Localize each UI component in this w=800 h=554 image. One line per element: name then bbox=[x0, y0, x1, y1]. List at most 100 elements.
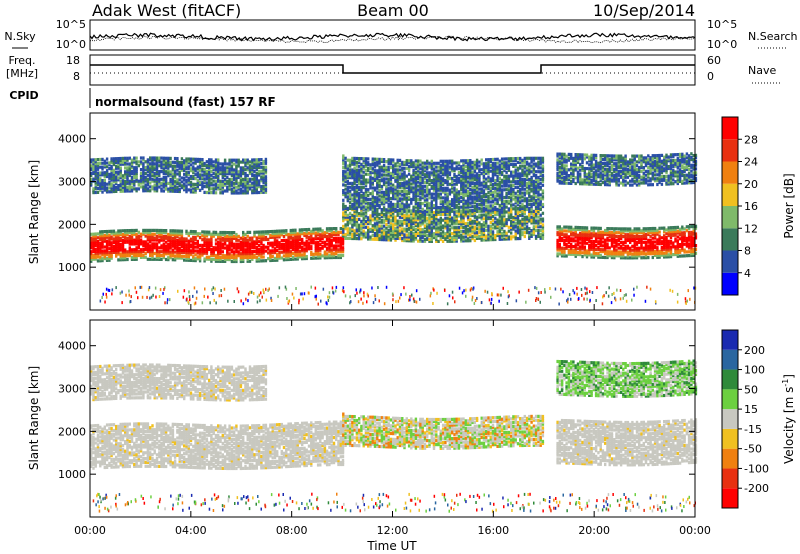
data-cell bbox=[455, 235, 458, 239]
data-cell bbox=[389, 213, 393, 217]
data-cell bbox=[180, 157, 184, 161]
data-cell bbox=[335, 227, 338, 231]
data-cell bbox=[112, 239, 116, 243]
data-cell bbox=[269, 233, 272, 238]
data-cell bbox=[446, 232, 449, 236]
data-cell bbox=[269, 258, 272, 263]
data-cell bbox=[173, 176, 177, 180]
data-cell bbox=[485, 217, 488, 221]
data-cell bbox=[525, 219, 529, 223]
data-cell bbox=[226, 244, 229, 248]
data-cell bbox=[203, 249, 206, 253]
data-cell bbox=[203, 234, 206, 238]
data-cell bbox=[110, 247, 113, 251]
data-cell bbox=[651, 232, 654, 236]
data-cell bbox=[392, 166, 395, 170]
data-cell bbox=[585, 255, 589, 259]
data-cell bbox=[221, 238, 224, 242]
data-cell bbox=[423, 220, 427, 224]
data-cell bbox=[362, 233, 365, 237]
data-cell bbox=[610, 236, 614, 240]
data-cell bbox=[342, 234, 345, 238]
data-cell bbox=[590, 253, 593, 257]
data-cell bbox=[342, 169, 345, 173]
data-cell bbox=[660, 242, 664, 246]
data-cell bbox=[246, 179, 249, 183]
data-cell bbox=[248, 168, 252, 172]
data-cell bbox=[674, 225, 677, 230]
data-cell bbox=[117, 231, 120, 235]
data-cell bbox=[494, 236, 497, 240]
data-cell bbox=[146, 166, 150, 170]
data-cell bbox=[137, 236, 140, 240]
data-cell bbox=[394, 227, 397, 231]
data-cell bbox=[478, 227, 481, 231]
data-cell bbox=[173, 246, 177, 250]
data-cell bbox=[269, 235, 272, 239]
data-cell bbox=[112, 170, 116, 174]
data-cell bbox=[519, 223, 522, 227]
data-cell bbox=[394, 177, 397, 181]
data-cell bbox=[599, 242, 602, 246]
data-cell bbox=[505, 220, 508, 224]
data-cell bbox=[223, 232, 227, 237]
data-cell bbox=[604, 242, 607, 246]
data-cell bbox=[194, 249, 197, 253]
data-cell bbox=[153, 162, 156, 166]
data-cell bbox=[358, 197, 361, 201]
cpid-text: normalsound (fast) 157 RF bbox=[95, 95, 276, 109]
data-cell bbox=[669, 253, 673, 257]
data-cell bbox=[417, 198, 420, 202]
data-cell bbox=[164, 156, 168, 160]
data-cell bbox=[171, 240, 175, 244]
data-cell bbox=[342, 204, 345, 208]
data-cell bbox=[656, 251, 659, 255]
data-cell bbox=[512, 217, 515, 222]
data-cell bbox=[167, 168, 170, 172]
data-cell bbox=[610, 250, 614, 254]
data-cell bbox=[96, 183, 100, 187]
data-cell bbox=[208, 181, 211, 185]
data-cell bbox=[130, 181, 134, 185]
data-cell bbox=[271, 245, 274, 249]
data-cell bbox=[164, 248, 168, 252]
data-cell bbox=[251, 168, 254, 172]
data-cell bbox=[167, 258, 170, 262]
data-cell bbox=[519, 225, 522, 229]
data-cell bbox=[208, 246, 211, 250]
data-cell bbox=[604, 238, 607, 242]
data-cell bbox=[389, 219, 393, 223]
data-cell bbox=[178, 184, 181, 188]
data-cell bbox=[594, 232, 598, 236]
data-cell bbox=[460, 216, 463, 220]
data-cell bbox=[257, 230, 261, 234]
data-cell bbox=[205, 249, 209, 253]
data-cell bbox=[510, 216, 513, 220]
data-cell bbox=[594, 226, 598, 230]
data-cell bbox=[364, 164, 368, 169]
data-cell bbox=[619, 231, 623, 235]
data-cell bbox=[480, 234, 483, 238]
data-cell bbox=[255, 158, 258, 162]
data-cell bbox=[491, 222, 495, 226]
data-cell bbox=[183, 168, 186, 172]
data-cell bbox=[194, 257, 197, 261]
data-cell bbox=[439, 228, 442, 232]
data-cell bbox=[541, 227, 545, 231]
data-cell bbox=[387, 160, 390, 164]
data-cell bbox=[482, 234, 486, 238]
data-cell bbox=[319, 254, 322, 258]
data-cell bbox=[251, 257, 254, 261]
data-cell bbox=[394, 232, 397, 237]
data-cell bbox=[185, 161, 188, 165]
data-cell bbox=[208, 242, 211, 246]
data-cell bbox=[126, 252, 129, 256]
data-cell bbox=[201, 230, 204, 234]
data-cell bbox=[176, 178, 179, 182]
data-cell bbox=[151, 177, 154, 181]
data-cell bbox=[232, 189, 236, 193]
data-cell bbox=[346, 166, 349, 170]
data-cell bbox=[389, 206, 393, 210]
data-cell bbox=[672, 253, 675, 257]
data-cell bbox=[244, 162, 247, 166]
